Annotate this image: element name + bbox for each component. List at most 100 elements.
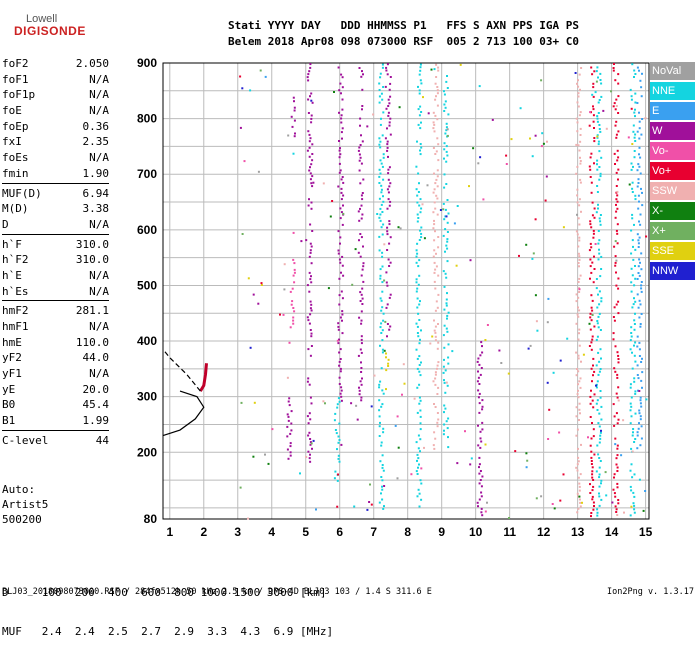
echo-point: [577, 447, 579, 450]
echo-point: [615, 508, 618, 511]
echo-point: [310, 117, 313, 120]
noise-point: [353, 505, 356, 508]
noise-point: [421, 203, 424, 206]
echo-point: [361, 105, 364, 107]
param-label: fmin: [2, 166, 29, 180]
legend-item: SSE: [650, 242, 695, 260]
echo-point: [341, 137, 343, 140]
echo-point: [310, 163, 313, 166]
echo-point: [444, 215, 447, 218]
echo-point: [378, 82, 381, 85]
y-tick-label: 500: [137, 278, 157, 292]
echo-point: [432, 227, 435, 230]
echo-point: [309, 95, 311, 98]
echo-point: [419, 422, 422, 425]
echo-point: [633, 284, 636, 287]
param-label: hmF1: [2, 320, 29, 333]
echo-point: [592, 374, 594, 377]
echo-point: [591, 489, 594, 492]
echo-point: [613, 476, 615, 479]
echo-point: [309, 178, 312, 181]
echo-point: [434, 383, 437, 386]
echo-point: [640, 86, 643, 89]
echo-point: [615, 198, 618, 201]
echo-point: [615, 98, 618, 101]
echo-point: [360, 75, 363, 78]
echo-point: [590, 348, 593, 351]
echo-point: [595, 364, 598, 367]
echo-point: [380, 226, 383, 229]
echo-point: [380, 322, 383, 325]
param-label: h`Es: [2, 284, 29, 298]
echo-point: [288, 404, 291, 407]
echo-point: [598, 166, 601, 168]
echo-point: [630, 415, 633, 418]
echo-point: [339, 358, 342, 360]
echo-point: [341, 319, 343, 322]
echo-point: [380, 203, 383, 206]
echo-point: [339, 348, 342, 351]
param-row: B0 45.4: [2, 397, 109, 413]
echo-point: [630, 405, 633, 408]
echo-point: [476, 501, 479, 504]
echo-point: [379, 219, 382, 222]
echo-point: [290, 115, 293, 118]
echo-point: [381, 251, 384, 254]
y-tick-label: 200: [137, 445, 157, 459]
echo-point: [433, 130, 436, 133]
echo-point: [436, 175, 439, 178]
echo-point: [640, 437, 643, 440]
echo-point: [599, 437, 602, 440]
echo-point: [617, 358, 620, 360]
echo-point: [579, 134, 582, 136]
echo-point: [634, 412, 637, 415]
echo-point: [631, 434, 634, 437]
echo-point: [589, 223, 592, 226]
echo-point: [632, 428, 635, 430]
echo-point: [358, 153, 361, 156]
echo-point: [595, 287, 598, 290]
echo-point: [575, 143, 578, 146]
echo-point: [307, 130, 310, 133]
echo-point: [359, 117, 362, 120]
echo-point: [378, 216, 381, 219]
echo-point: [591, 338, 594, 341]
echo-point: [382, 153, 385, 156]
echo-point: [630, 326, 633, 329]
echo-point: [634, 133, 637, 136]
noise-point: [430, 68, 433, 71]
echo-point: [308, 140, 311, 143]
echo-point: [433, 431, 436, 434]
echo-point: [639, 325, 642, 328]
echo-point: [575, 434, 578, 437]
echo-point: [598, 504, 601, 507]
echo-point: [443, 157, 445, 160]
echo-point: [389, 82, 392, 85]
echo-point: [380, 405, 383, 408]
echo-point: [634, 312, 636, 315]
echo-point: [578, 236, 581, 239]
echo-point: [599, 79, 602, 81]
echo-point: [596, 380, 599, 383]
echo-point: [381, 306, 384, 309]
noise-point: [507, 372, 510, 375]
echo-point: [381, 165, 384, 168]
echo-point: [633, 328, 636, 331]
echo-point: [307, 434, 310, 437]
noise-point: [451, 350, 454, 353]
noise-point: [526, 459, 529, 462]
echo-point: [388, 121, 391, 124]
noise-point: [486, 324, 489, 326]
noise-point: [545, 175, 548, 178]
echo-point: [612, 67, 615, 69]
echo-point: [444, 369, 447, 372]
echo-point: [480, 485, 483, 488]
echo-point: [418, 182, 420, 185]
echo-point: [310, 121, 313, 124]
echo-point: [338, 258, 341, 261]
echo-point: [600, 357, 602, 360]
echo-point: [362, 178, 365, 181]
echo-point: [337, 325, 340, 328]
echo-point: [387, 114, 390, 117]
noise-point: [587, 436, 589, 439]
